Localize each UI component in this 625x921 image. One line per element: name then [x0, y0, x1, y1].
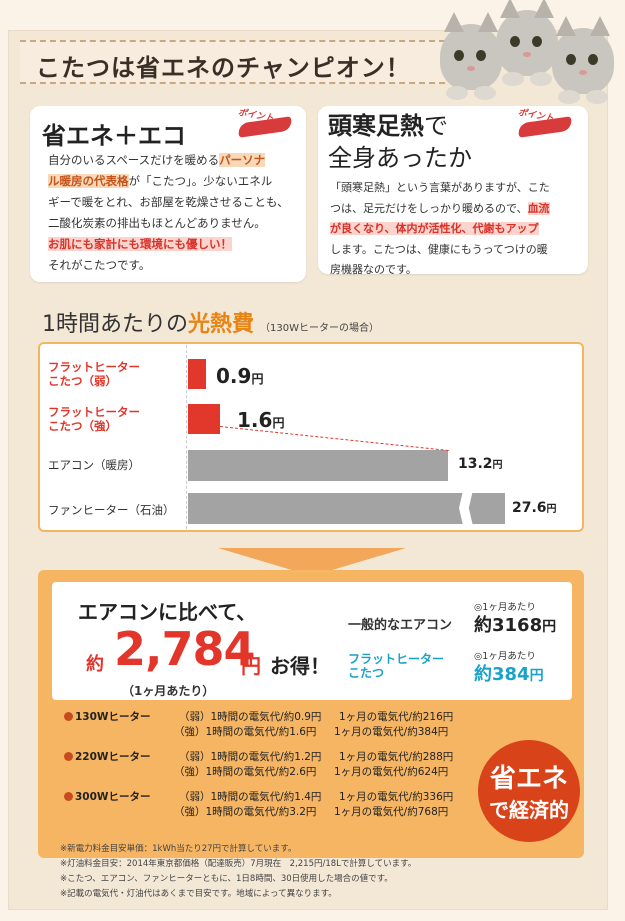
heater-row-130w: 130Wヒーター （弱）1時間の電気代/約0.9円 1ヶ月の電気代/約216円 （強…: [64, 710, 453, 740]
page-title: こたつは省エネのチャンピオン！: [36, 54, 411, 82]
header-banner: こたつは省エネのチャンピオン！: [20, 40, 445, 84]
savings-yen: 円: [241, 654, 261, 678]
per-month-label: （1ヶ月あたり）: [122, 684, 215, 698]
kitten-right: [552, 16, 614, 104]
heater-row-300w: 300Wヒーター （弱）1時間の電気代/約1.4円 1ヶ月の電気代/約336円 （強…: [64, 790, 453, 820]
footnote: ※灯油料金目安：2014年東京都価格（配達販売）7月現在 2,215円/18Lで…: [60, 859, 417, 869]
point-badge: ポイント: [230, 108, 300, 138]
bullet-icon: [64, 752, 73, 761]
chart-value-aircon: 13.2円: [458, 456, 503, 472]
eco-card: 省エネ＋エコ ポイント 自分のいるスペースだけを暖めるパーソナ ル暖房の代表格が…: [30, 106, 306, 282]
point-badge: ポイント: [510, 108, 580, 138]
chart-label-fanheater: ファンヒーター（石油）: [48, 503, 175, 517]
compare-heading: エアコンに比べて、: [78, 600, 257, 624]
footnote: ※こたつ、エアコン、ファンヒーターともに、1日8時間、30日使用した場合の値です…: [60, 874, 393, 884]
kitten-left: [440, 12, 502, 100]
chart-value-fanheater: 27.6円: [512, 500, 557, 516]
eco-card-title: 省エネ＋エコ: [42, 122, 186, 150]
approx-label: 約: [86, 654, 104, 675]
axis-break-icon: [459, 490, 473, 526]
monthly-note-kotatsu: ◎1ヶ月あたり: [474, 651, 536, 662]
economy-badge: 省エネ で経済的: [478, 740, 580, 842]
kotatsu-compare-label: フラットヒーター こたつ: [348, 652, 445, 680]
zukan-card: 頭寒足熱で 全身あったか ポイント 「頭寒足熱」という言葉がありますが、こた つ…: [318, 106, 588, 276]
savings-summary-box: [52, 582, 572, 700]
chart-bar-aircon: [188, 450, 448, 481]
aircon-compare-label: 一般的なエアコン: [348, 618, 453, 633]
cost-title: 1時間あたりの光熱費 （130Wヒーターの場合）: [42, 312, 379, 337]
kitten-middle: [496, 0, 558, 86]
chart-label-aircon: エアコン（暖房）: [48, 458, 140, 472]
chart-value-kotatsu-low: 0.9円: [216, 364, 264, 388]
kittens-illustration: [440, 0, 616, 104]
savings-otoku: お得！: [270, 654, 330, 678]
bullet-icon: [64, 712, 73, 721]
zukan-card-text: 「頭寒足熱」という言葉がありますが、こた つは、足元だけをしっかり暖めるので、血…: [330, 181, 550, 276]
kotatsu-monthly-value: 約384円: [474, 664, 544, 685]
footnotes: ※新電力料金目安単価：1kWh当たり27円で計算しています。 ※灯油料金目安：2…: [60, 842, 416, 902]
chart-value-kotatsu-high: 1.6円: [237, 408, 285, 432]
chart-bar-fanheater: [188, 493, 505, 524]
footnote: ※新電力料金目安単価：1kWh当たり27円で計算しています。: [60, 844, 297, 854]
savings-amount: 2,784: [114, 622, 256, 676]
chart-label-kotatsu-low: フラットヒーター こたつ（弱）: [48, 360, 140, 388]
eco-card-text: 自分のいるスペースだけを暖めるパーソナ ル暖房の代表格が「こたつ」。少ないエネル…: [48, 153, 289, 272]
heater-row-220w: 220Wヒーター （弱）1時間の電気代/約1.2円 1ヶ月の電気代/約288円 （強…: [64, 750, 453, 780]
footnote: ※記載の電気代・灯油代はあくまで目安です。地域によって異なります。: [60, 889, 337, 899]
bullet-icon: [64, 792, 73, 801]
zukan-card-title: 頭寒足熱で 全身あったか: [328, 112, 472, 172]
monthly-note-aircon: ◎1ヶ月あたり: [474, 602, 536, 613]
chart-axis-line: [186, 345, 187, 529]
chart-bar-kotatsu-low: [188, 359, 206, 389]
aircon-monthly-value: 約3168円: [474, 615, 557, 636]
chart-bar-kotatsu-high: [188, 404, 220, 434]
chart-label-kotatsu-high: フラットヒーター こたつ（強）: [48, 405, 140, 433]
